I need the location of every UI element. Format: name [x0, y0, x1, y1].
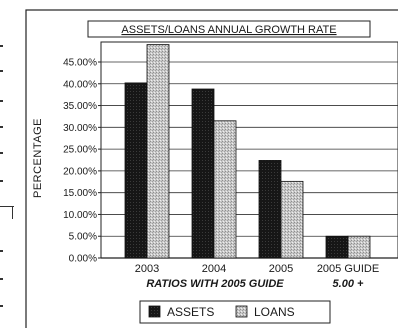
bar-loans-2004 [213, 120, 237, 259]
bar-loans-2005 [280, 180, 304, 259]
legend-label-loans: LOANS [254, 305, 295, 319]
y-tick-label: 30.00% [63, 123, 97, 134]
y-tick-label: 35.00% [63, 101, 97, 112]
x-axis-sublabel-line1: RATIOS WITH 2005 GUIDE [146, 278, 284, 290]
y-tick-label: 5.00% [69, 232, 97, 243]
y-tick-label: 15.00% [63, 188, 97, 199]
bar-loans-2003 [146, 44, 170, 259]
bars [124, 44, 371, 259]
bar-assets-2004 [191, 88, 215, 259]
chart-frame [25, 9, 398, 328]
x-category-label: 2005 [269, 263, 293, 275]
bar-assets-2005-guide [325, 235, 349, 259]
y-tick-label: 45.00% [63, 58, 97, 69]
category-labels: 2003 2004 2005 2005 GUIDE [135, 263, 379, 275]
x-category-label: 2003 [135, 263, 159, 275]
bar-assets-2003 [124, 82, 148, 259]
legend-swatch-assets [148, 305, 161, 318]
y-tick-label: 0.00% [69, 254, 97, 265]
y-axis-label: PERCENTAGE [32, 118, 44, 198]
margin-marks [0, 45, 14, 307]
y-tick-label: 40.00% [63, 79, 97, 90]
y-tick-label: 25.00% [63, 145, 97, 156]
x-category-label: 2005 GUIDE [317, 263, 379, 275]
x-axis-sublabel-line2: 5.00 + [333, 278, 364, 290]
legend-swatch-loans [235, 305, 248, 318]
chart-title: ASSETS/LOANS ANNUAL GROWTH RATE [121, 24, 336, 36]
y-axis-ticks: 0.00% 5.00% 10.00% 15.00% 20.00% 25.00% 30.00%… [63, 58, 101, 265]
y-tick-label: 20.00% [63, 166, 97, 177]
title-box [87, 20, 371, 38]
legend-box [139, 300, 331, 324]
x-category-label: 2004 [202, 263, 226, 275]
bar-assets-2005 [258, 160, 282, 259]
legend-label-assets: ASSETS [167, 305, 214, 319]
y-tick-label: 10.00% [63, 210, 97, 221]
bar-loans-2005-guide [347, 235, 371, 259]
